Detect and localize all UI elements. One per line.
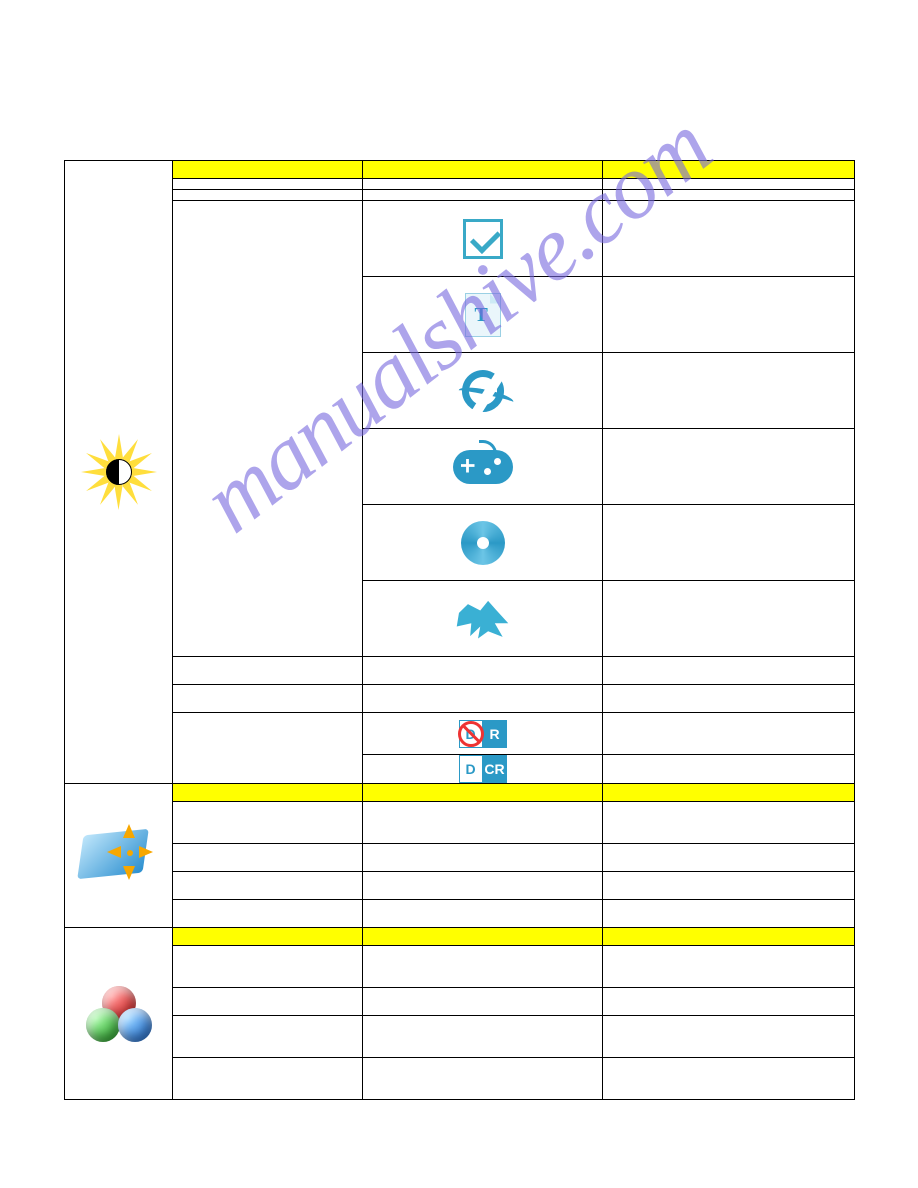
game-mode-icon xyxy=(453,450,513,484)
dcr-off-icon: DR xyxy=(459,720,507,748)
blank-cell xyxy=(603,1058,855,1100)
blank-cell xyxy=(603,1016,855,1058)
blank-cell xyxy=(603,988,855,1016)
mode-desc-cell xyxy=(603,429,855,505)
table-row xyxy=(65,872,855,900)
category-icon-cell xyxy=(65,161,173,784)
blank-cell xyxy=(173,1058,363,1100)
table-row xyxy=(65,201,855,277)
table-row xyxy=(65,1058,855,1100)
blank-cell xyxy=(363,179,603,190)
table-row xyxy=(65,179,855,190)
blank-cell xyxy=(363,1058,603,1100)
mode-icon-cell xyxy=(363,277,603,353)
internet-mode-icon xyxy=(458,366,508,416)
blank-cell xyxy=(603,802,855,844)
dcr-icon-cell: DR xyxy=(363,713,603,755)
blank-cell xyxy=(173,179,363,190)
mode-desc-cell xyxy=(603,505,855,581)
blank-cell xyxy=(363,946,603,988)
blank-cell xyxy=(173,1016,363,1058)
blank-cell xyxy=(173,988,363,1016)
blank-cell xyxy=(363,844,603,872)
mode-icon-cell xyxy=(363,581,603,657)
text-mode-icon xyxy=(465,293,501,337)
sports-mode-icon xyxy=(455,599,511,639)
header-cell xyxy=(363,928,603,946)
table-row xyxy=(65,988,855,1016)
table-row xyxy=(65,900,855,928)
blank-cell xyxy=(173,844,363,872)
blank-cell xyxy=(603,190,855,201)
blank-cell xyxy=(363,988,603,1016)
mode-icon-cell xyxy=(363,353,603,429)
table-row xyxy=(65,657,855,685)
header-cell xyxy=(363,784,603,802)
movie-mode-icon xyxy=(461,521,505,565)
standard-mode-icon xyxy=(463,219,503,259)
blank-cell xyxy=(173,657,363,685)
dcr-desc-cell xyxy=(603,755,855,784)
blank-cell xyxy=(173,190,363,201)
mode-desc-cell xyxy=(603,581,855,657)
table-row xyxy=(65,685,855,713)
header-cell xyxy=(603,784,855,802)
mode-icon-cell xyxy=(363,429,603,505)
mode-desc-cell xyxy=(603,353,855,429)
table-row: DR xyxy=(65,713,855,755)
blank-cell xyxy=(603,179,855,190)
mode-icon-cell xyxy=(363,201,603,277)
blank-cell xyxy=(603,872,855,900)
blank-cell xyxy=(173,685,363,713)
blank-cell xyxy=(363,685,603,713)
blank-cell xyxy=(603,900,855,928)
mode-icon-cell xyxy=(363,505,603,581)
osd-settings-table: DR DCR xyxy=(64,160,854,1100)
dcr-on-icon: DCR xyxy=(459,755,507,783)
dcr-label-cell xyxy=(173,713,363,784)
header-cell xyxy=(173,784,363,802)
table-row xyxy=(65,190,855,201)
table-row xyxy=(65,844,855,872)
header-cell xyxy=(603,161,855,179)
blank-cell xyxy=(173,900,363,928)
table-row xyxy=(65,928,855,946)
blank-cell xyxy=(603,685,855,713)
category-icon-cell xyxy=(65,784,173,928)
blank-cell xyxy=(603,946,855,988)
blank-cell xyxy=(363,657,603,685)
blank-cell xyxy=(363,802,603,844)
header-cell xyxy=(603,928,855,946)
header-cell xyxy=(363,161,603,179)
header-cell xyxy=(173,161,363,179)
blank-cell xyxy=(173,872,363,900)
header-cell xyxy=(173,928,363,946)
table-row xyxy=(65,1016,855,1058)
blank-cell xyxy=(363,900,603,928)
mode-desc-cell xyxy=(603,201,855,277)
submenu-label-cell xyxy=(173,201,363,657)
table-row xyxy=(65,784,855,802)
blank-cell xyxy=(363,190,603,201)
blank-cell xyxy=(603,657,855,685)
category-icon-cell xyxy=(65,928,173,1100)
table-row xyxy=(65,946,855,988)
table-row xyxy=(65,161,855,179)
blank-cell xyxy=(603,844,855,872)
blank-cell xyxy=(363,1016,603,1058)
blank-cell xyxy=(173,802,363,844)
blank-cell xyxy=(173,946,363,988)
dcr-icon-cell: DCR xyxy=(363,755,603,784)
dcr-desc-cell xyxy=(603,713,855,755)
table-row xyxy=(65,802,855,844)
mode-desc-cell xyxy=(603,277,855,353)
blank-cell xyxy=(363,872,603,900)
osd-table: DR DCR xyxy=(64,160,855,1100)
